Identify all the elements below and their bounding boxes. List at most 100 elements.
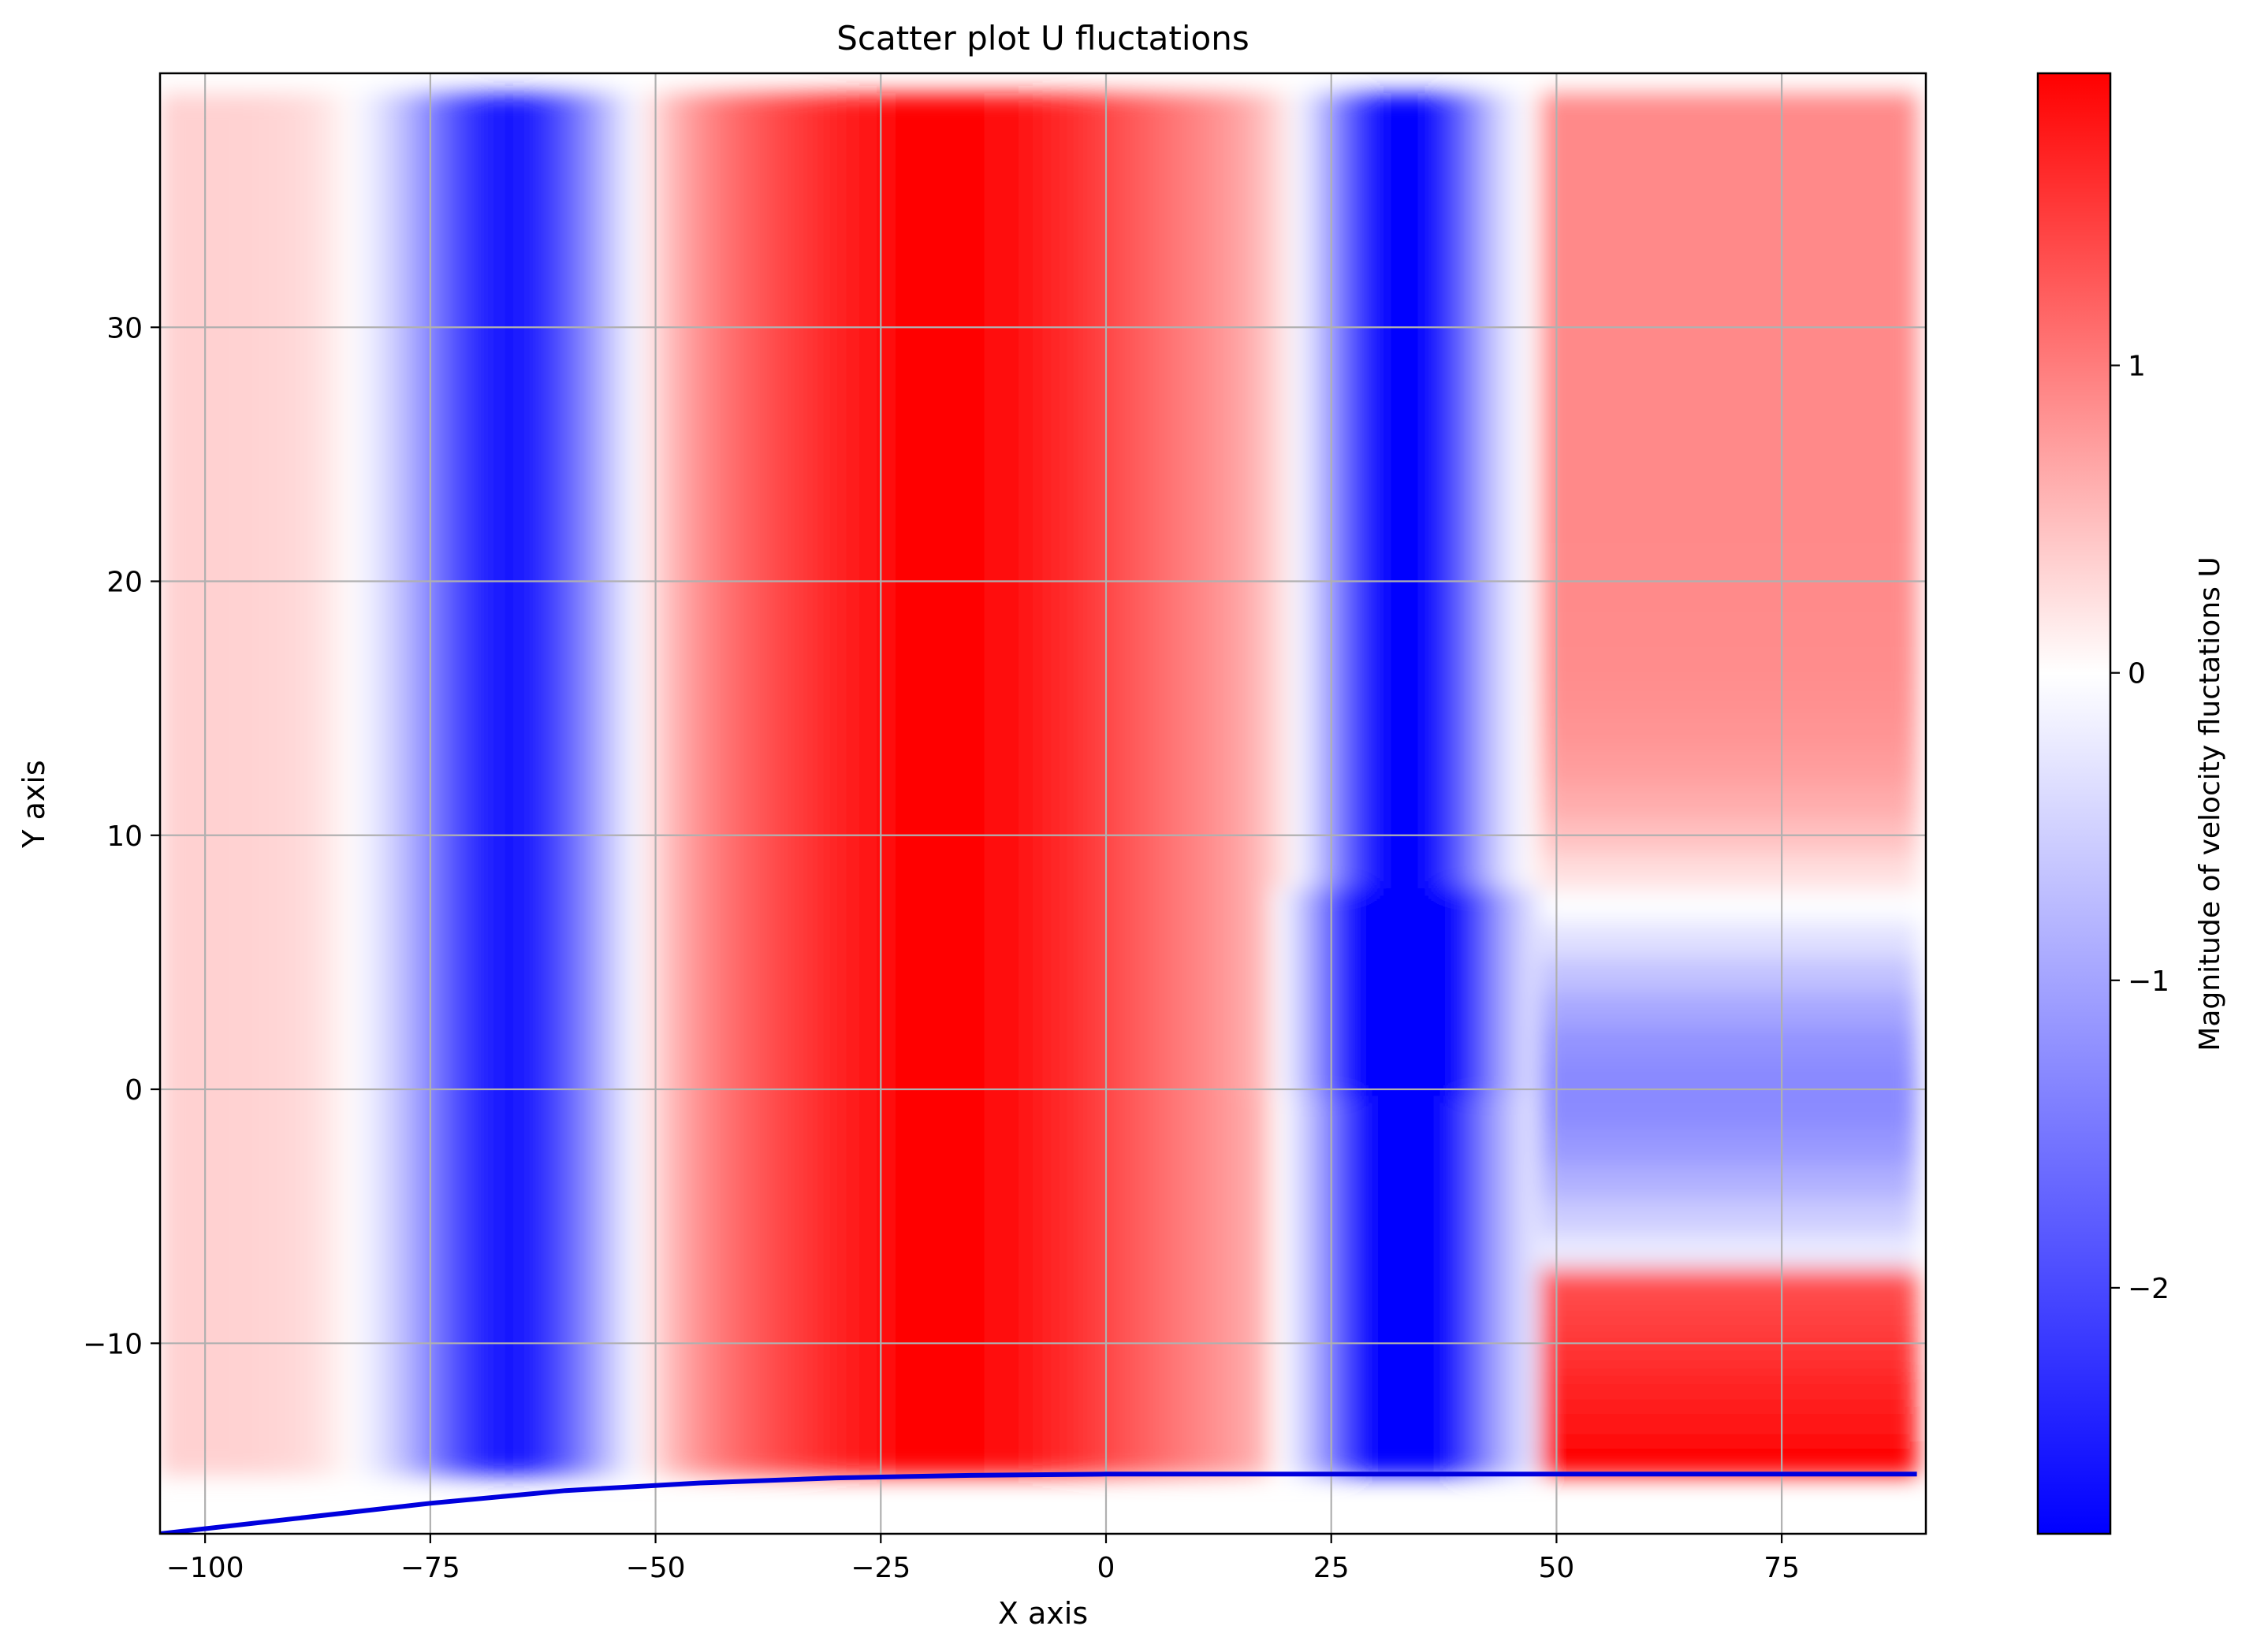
heatmap-cell	[285, 473, 304, 509]
heatmap-cell	[1289, 1405, 1308, 1442]
heatmap-cell	[1611, 128, 1631, 163]
heatmap-cell	[1755, 818, 1775, 854]
heatmap-cell	[1253, 750, 1272, 785]
heatmap-cell	[160, 1095, 179, 1131]
heatmap-cell	[1324, 1163, 1344, 1200]
heatmap-cell	[1593, 1198, 1613, 1234]
heatmap-cell	[356, 196, 376, 233]
heatmap-cell	[1790, 1095, 1810, 1131]
heatmap-cell	[446, 196, 466, 233]
heatmap-cell	[1289, 404, 1308, 440]
heatmap-cell	[1306, 1025, 1326, 1062]
heatmap-cell	[1521, 1025, 1541, 1062]
heatmap-cell	[464, 1302, 483, 1338]
heatmap-cell	[750, 1371, 770, 1407]
heatmap-cell	[661, 404, 680, 440]
heatmap-cell	[1862, 1267, 1882, 1304]
heatmap-cell	[608, 1302, 627, 1338]
heatmap-cell	[894, 300, 914, 337]
heatmap-cell	[769, 1129, 788, 1165]
heatmap-cell	[733, 1198, 752, 1234]
heatmap-cell	[1253, 1095, 1272, 1131]
heatmap-cell	[877, 128, 896, 163]
heatmap-cell	[1217, 1267, 1236, 1304]
heatmap-cell	[1199, 1337, 1219, 1372]
heatmap-cell	[338, 750, 358, 785]
heatmap-cell	[1271, 335, 1290, 370]
heatmap-cell	[1845, 1129, 1864, 1165]
heatmap-cell	[661, 162, 680, 198]
heatmap-cell	[1898, 991, 1918, 1027]
heatmap-cell	[1755, 1371, 1775, 1407]
heatmap-cell	[160, 438, 179, 474]
heatmap-cell	[572, 231, 591, 267]
heatmap-cell	[661, 715, 680, 751]
heatmap-cell	[1450, 162, 1469, 198]
heatmap-cell	[1343, 1060, 1362, 1096]
heatmap-cell	[590, 1337, 609, 1372]
heatmap-cell	[1576, 956, 1595, 992]
heatmap-cell	[948, 750, 967, 785]
heatmap-cell	[1719, 1198, 1738, 1234]
heatmap-cell	[805, 956, 824, 992]
heatmap-cell	[518, 473, 538, 509]
heatmap-cell	[285, 231, 304, 267]
heatmap-cell	[733, 1163, 752, 1200]
heatmap-cell	[822, 611, 842, 647]
y-tick-label: 30	[106, 312, 143, 344]
heatmap-cell	[984, 853, 1004, 889]
heatmap-cell	[1181, 1371, 1201, 1407]
heatmap-cell	[984, 1095, 1004, 1131]
heatmap-cell	[1665, 715, 1685, 751]
heatmap-cell	[1217, 1025, 1236, 1062]
heatmap-cell	[1558, 1302, 1577, 1338]
heatmap-cell	[1414, 93, 1434, 129]
heatmap-cell	[1468, 1405, 1488, 1442]
heatmap-cell	[1808, 162, 1828, 198]
heatmap-cell	[1414, 1025, 1434, 1062]
heatmap-cell	[912, 1302, 932, 1338]
heatmap-cell	[1719, 1060, 1738, 1096]
heatmap-cell	[1790, 783, 1810, 820]
heatmap-cell	[464, 611, 483, 647]
heatmap-cell	[446, 300, 466, 337]
heatmap-cell	[1020, 715, 1039, 751]
heatmap-cell	[822, 1302, 842, 1338]
heatmap-cell	[500, 1095, 520, 1131]
heatmap-cell	[1790, 162, 1810, 198]
heatmap-cell	[1145, 1302, 1164, 1338]
heatmap-cell	[213, 1302, 233, 1338]
heatmap-cell	[1504, 196, 1523, 233]
heatmap-cell	[1163, 508, 1182, 544]
heatmap-cell	[590, 93, 609, 129]
heatmap-cell	[1486, 1198, 1506, 1234]
heatmap-cell	[625, 300, 645, 337]
heatmap-cell	[661, 231, 680, 267]
heatmap-cell	[1808, 1337, 1828, 1372]
heatmap-cell	[1450, 1405, 1469, 1442]
heatmap-cell	[697, 887, 717, 924]
heatmap-cell	[285, 783, 304, 820]
heatmap-cell	[1827, 680, 1846, 716]
heatmap-cell	[1145, 818, 1164, 854]
heatmap-cell	[1092, 1060, 1111, 1096]
heatmap-cell	[948, 438, 967, 474]
heatmap-cell	[984, 438, 1004, 474]
heatmap-cell	[1468, 576, 1488, 612]
heatmap-cell	[840, 991, 860, 1027]
heatmap-cell	[697, 680, 717, 716]
heatmap-cell	[840, 818, 860, 854]
heatmap-cell	[393, 93, 412, 129]
heatmap-cell	[1361, 853, 1380, 889]
heatmap-cell	[643, 300, 663, 337]
heatmap-cell	[1790, 404, 1810, 440]
heatmap-cell	[1593, 956, 1613, 992]
heatmap-cell	[661, 1129, 680, 1165]
heatmap-cell	[536, 128, 555, 163]
heatmap-cell	[553, 1095, 573, 1131]
heatmap-cell	[1306, 783, 1326, 820]
heatmap-cell	[608, 1060, 627, 1096]
heatmap-cell	[1576, 128, 1595, 163]
heatmap-cell	[266, 576, 286, 612]
heatmap-cell	[356, 611, 376, 647]
